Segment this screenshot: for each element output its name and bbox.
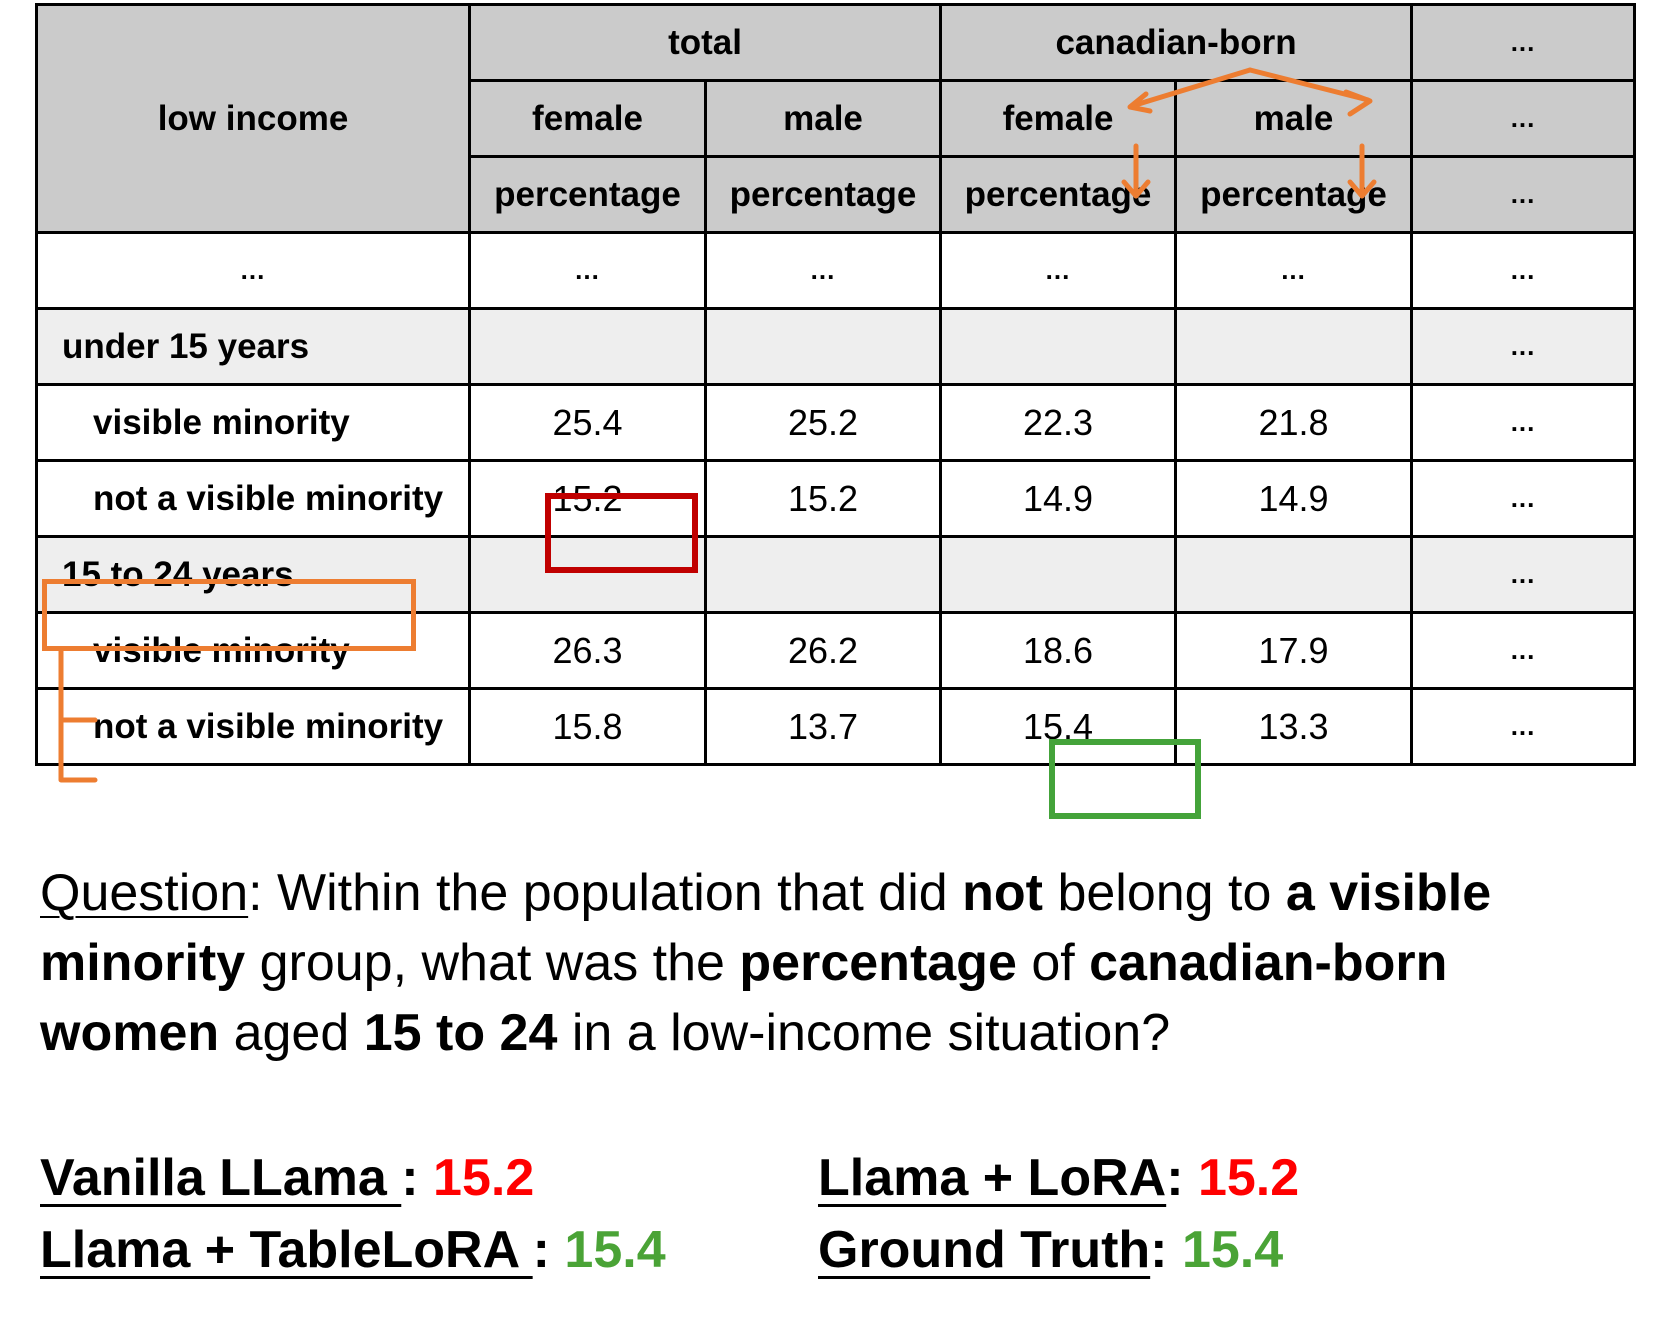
header-cb-male-pct: percentage: [1174, 155, 1414, 234]
table-cell: ...: [1410, 687, 1637, 766]
table-cell: ...: [1410, 459, 1637, 538]
result-name: Ground Truth: [818, 1221, 1151, 1279]
table-cell-correct-answer: 15.4: [939, 687, 1178, 766]
result-name: Vanilla LLama: [40, 1149, 402, 1207]
header-total-female-pct: percentage: [468, 155, 707, 234]
question-part: : Within the population that did: [248, 864, 963, 922]
header-cb-female: female: [939, 79, 1178, 158]
table-cell: 21.8: [1174, 383, 1414, 462]
table-cell: ...: [1410, 611, 1637, 690]
table-cell: [1174, 535, 1414, 614]
result-sep: :: [532, 1221, 565, 1279]
question-emphasis: a visible minority: [40, 864, 1492, 992]
table-cell: ...: [35, 231, 471, 310]
table-cell: ...: [468, 231, 707, 310]
table-cell: 14.9: [939, 459, 1178, 538]
group-row-15-to-24: 15 to 24 years ...: [35, 535, 1637, 614]
table-cell: 17.9: [1174, 611, 1414, 690]
table-cell: 15.8: [468, 687, 707, 766]
table-cell: ...: [1410, 231, 1637, 310]
header-ellipsis: ...: [1410, 79, 1637, 158]
group-path-highlight: [42, 579, 416, 651]
table-cell: 14.9: [1174, 459, 1414, 538]
result-tablelora: Llama + TableLoRA : 15.4: [40, 1220, 666, 1280]
table-cell: ...: [1410, 307, 1637, 386]
table-cell: 15.2: [703, 459, 943, 538]
header-total-male-pct: percentage: [703, 155, 943, 234]
table-cell: 25.4: [468, 383, 707, 462]
header-total-male: male: [703, 79, 943, 158]
question-emphasis: canadian-born women: [40, 934, 1448, 1062]
header-total: total: [467, 3, 943, 82]
table-cell: 13.7: [703, 687, 943, 766]
table-row: not a visible minority 15.8 13.7 15.4 13…: [35, 687, 1637, 766]
question-part: aged: [219, 1004, 364, 1062]
table-cell: ...: [703, 231, 943, 310]
header-canadian-born: canadian-born: [939, 3, 1414, 82]
table-cell: 26.3: [468, 611, 707, 690]
table-cell: 13.3: [1174, 687, 1414, 766]
table-cell: ...: [1410, 383, 1637, 462]
result-value: 15.4: [564, 1221, 666, 1279]
question-part: of: [1016, 934, 1090, 992]
result-value: 15.2: [1197, 1149, 1300, 1207]
table-cell: [703, 307, 943, 386]
header-ellipsis: ...: [1410, 3, 1637, 82]
group-row-under-15: under 15 years ...: [35, 307, 1637, 386]
question-part: in a low-income situation?: [557, 1004, 1171, 1062]
result-value: 15.4: [1181, 1221, 1284, 1279]
result-vanilla-llama: Vanilla LLama : 15.2: [40, 1148, 534, 1208]
table-cell: [1174, 307, 1414, 386]
table-cell: [703, 535, 943, 614]
table-row: visible minority 25.4 25.2 22.3 21.8 ...: [35, 383, 1637, 462]
table-cell: 22.3: [939, 383, 1178, 462]
header-row-1: low income total canadian-born ...: [35, 3, 1637, 234]
result-sep: :: [1166, 1149, 1198, 1207]
wrong-answer-highlight: [545, 493, 698, 573]
ellipsis-row: ... ... ... ... ... ...: [35, 231, 1637, 310]
data-table: low income total canadian-born ... femal…: [35, 3, 1637, 766]
table-cell: [939, 535, 1178, 614]
header-cb-male: male: [1174, 79, 1414, 158]
header-cb-female-pct: percentage: [939, 155, 1178, 234]
table-cell: ...: [939, 231, 1178, 310]
question-emphasis: not: [962, 864, 1043, 922]
table-cell: 18.6: [939, 611, 1178, 690]
result-lora: Llama + LoRA: 15.2: [818, 1148, 1299, 1208]
correct-answer-highlight: [1049, 739, 1201, 819]
table-cell: [468, 307, 707, 386]
question-part: group, what was the: [245, 934, 740, 992]
header-total-female: female: [468, 79, 707, 158]
row-label: visible minority: [35, 383, 471, 462]
question-part: belong to: [1043, 864, 1286, 922]
table-row: not a visible minority 15.2 15.2 14.9 14…: [35, 459, 1637, 538]
result-ground-truth: Ground Truth: 15.4: [818, 1220, 1283, 1280]
header-ellipsis: ...: [1410, 155, 1637, 234]
row-label: not a visible minority: [35, 687, 471, 766]
question-emphasis: 15 to 24: [363, 1004, 558, 1062]
result-name: Llama + LoRA: [818, 1149, 1167, 1207]
header-row-3: percentage percentage percentage percent…: [37, 155, 1637, 234]
table-cell: [468, 535, 707, 614]
question-text: Question: Within the population that did…: [40, 858, 1640, 1068]
group-label: under 15 years: [35, 307, 471, 386]
table-cell: ...: [1410, 535, 1637, 614]
result-sep: :: [401, 1149, 434, 1207]
group-label: 15 to 24 years: [35, 535, 471, 614]
row-label: not a visible minority: [35, 459, 471, 538]
result-name: Llama + TableLoRA: [40, 1221, 533, 1279]
result-value: 15.2: [433, 1149, 535, 1207]
table-cell: 25.2: [703, 383, 943, 462]
question-emphasis: percentage: [739, 934, 1017, 992]
row-header-low-income: low income: [35, 3, 471, 234]
table-cell: [939, 307, 1178, 386]
question-label: Question: [40, 864, 249, 922]
result-sep: :: [1150, 1221, 1182, 1279]
table-cell: 26.2: [703, 611, 943, 690]
table-cell: ...: [1174, 231, 1414, 310]
